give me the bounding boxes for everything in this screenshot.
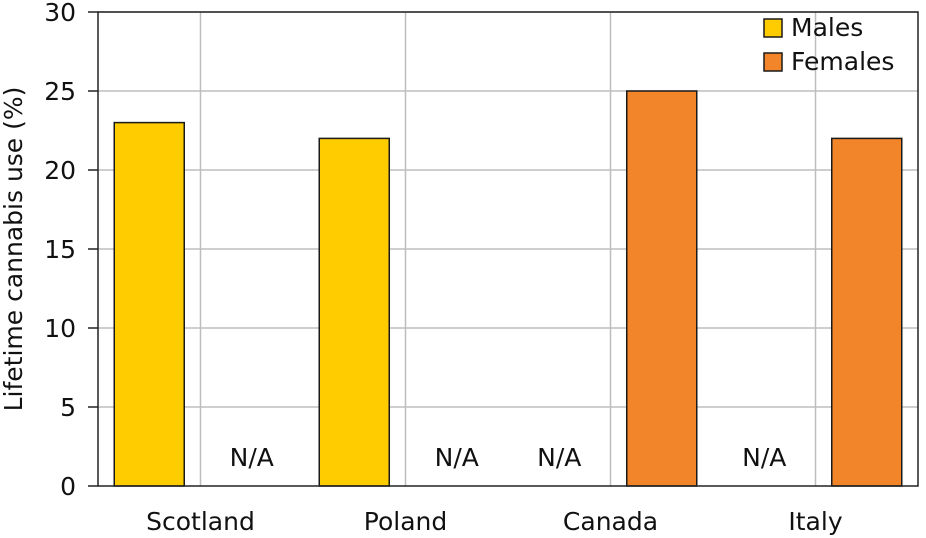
- na-label-scotland-females: N/A: [230, 443, 274, 472]
- bar-scotland-males: [113, 121, 185, 487]
- y-axis-title: Lifetime cannabis use (%): [0, 87, 28, 412]
- y-tick-label: 0: [60, 472, 76, 501]
- y-tick-label: 25: [44, 77, 76, 106]
- legend-swatch-males: [763, 18, 783, 38]
- x-tick-label: Canada: [563, 507, 658, 536]
- x-tick-label: Scotland: [146, 507, 255, 536]
- y-tick-label: 30: [44, 0, 76, 27]
- x-tick-label: Italy: [788, 507, 842, 536]
- na-label-poland-females: N/A: [435, 443, 479, 472]
- y-tick-label: 15: [44, 235, 76, 264]
- bar-poland-males: [318, 137, 390, 487]
- bar-canada-females: [626, 90, 698, 487]
- na-label-canada-males: N/A: [537, 443, 581, 472]
- y-tick-label: 20: [44, 156, 76, 185]
- legend-label-females: Females: [791, 47, 894, 76]
- legend: Males Females: [763, 13, 894, 76]
- legend-swatch-females: [763, 52, 783, 72]
- na-label-italy-males: N/A: [742, 443, 786, 472]
- y-tick-label: 5: [60, 393, 76, 422]
- legend-label-males: Males: [791, 13, 863, 42]
- label-layer: N/A Scotland N/A Poland N/A Canada N/A Italy 0 5 1…: [44, 0, 843, 536]
- bar-layer: [113, 90, 903, 487]
- grid-layer: [98, 11, 918, 486]
- x-tick-label: Poland: [364, 507, 447, 536]
- bar-italy-females: [831, 137, 903, 487]
- y-tick-label: 10: [44, 314, 76, 343]
- axes-layer: [88, 11, 919, 487]
